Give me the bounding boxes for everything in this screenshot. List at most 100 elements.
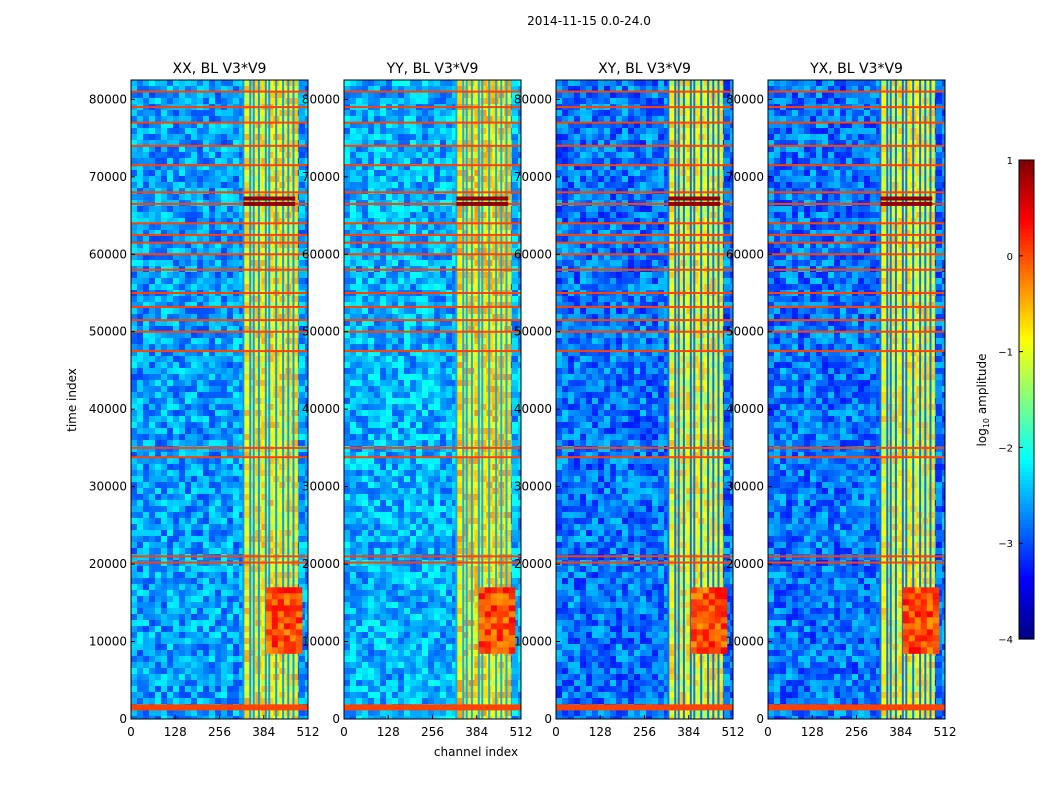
flagged-row-3 — [768, 456, 945, 459]
channel-line-1 — [674, 80, 677, 719]
flagged-row-7 — [131, 319, 308, 322]
channel-line-6 — [700, 80, 703, 719]
channel-line-3 — [257, 80, 260, 719]
panel-0-ytick-label-2: 20000 — [89, 557, 127, 571]
flagged-row-8 — [131, 305, 308, 308]
flagged-row-21 — [768, 90, 945, 93]
flagged-row-12 — [556, 241, 733, 244]
panel-2-ytick-label-8: 80000 — [514, 92, 552, 106]
flagged-row-11 — [556, 253, 733, 256]
flagged-row-2 — [768, 555, 945, 558]
channel-line-4 — [689, 80, 692, 719]
hot-row-0 — [456, 201, 509, 206]
flagged-row-1 — [131, 561, 308, 564]
flagged-row-14 — [344, 222, 521, 225]
panel-0-ytick-label-5: 50000 — [89, 325, 127, 339]
flagged-row-0 — [344, 704, 521, 711]
channel-line-0 — [667, 80, 670, 719]
flagged-row-9 — [344, 292, 521, 294]
panel-1-ytick-label-5: 50000 — [302, 325, 340, 339]
panel-3-ytick-label-2: 20000 — [726, 557, 764, 571]
flagged-row-6 — [131, 330, 308, 333]
panel-1-xtick-label-3: 384 — [465, 725, 488, 739]
flagged-row-9 — [556, 292, 733, 294]
flagged-row-10 — [768, 268, 945, 271]
panel-3-ytick-label-0: 0 — [756, 712, 764, 726]
panel-0-xtick-label-2: 256 — [208, 725, 231, 739]
flagged-row-5 — [131, 350, 308, 353]
channel-line-6 — [275, 80, 278, 719]
channel-line-7 — [495, 80, 498, 719]
panel-1-ytick-label-2: 20000 — [302, 557, 340, 571]
channel-line-4 — [477, 80, 480, 719]
channel-line-3 — [470, 80, 473, 719]
panel-2-ytick-label-6: 60000 — [514, 247, 552, 261]
channel-line-8 — [287, 80, 290, 719]
panel-1-ytick-label-0: 0 — [332, 712, 340, 726]
channel-line-8 — [924, 80, 927, 719]
panel-1-ytick-label-8: 80000 — [302, 92, 340, 106]
flagged-row-0 — [131, 704, 308, 711]
colorbar-tick-label-5: −4 — [998, 635, 1013, 646]
flagged-row-18 — [344, 144, 521, 147]
hot-row-1 — [668, 196, 721, 201]
flagged-row-12 — [344, 241, 521, 244]
hot-row-0 — [880, 201, 933, 206]
flagged-row-18 — [556, 144, 733, 147]
panel-3-xtick-label-2: 256 — [845, 725, 868, 739]
panel-1-xtick-label-0: 0 — [340, 725, 348, 739]
panel-0-ytick-label-6: 60000 — [89, 247, 127, 261]
panel-1-ytick-label-6: 60000 — [302, 247, 340, 261]
flagged-row-15 — [768, 202, 945, 205]
flagged-row-8 — [344, 305, 521, 308]
panel-1-image — [344, 80, 521, 719]
panel-3-xtick-label-4: 512 — [934, 725, 957, 739]
flagged-row-19 — [131, 121, 308, 124]
flagged-row-20 — [556, 106, 733, 109]
colorbar-tick-label-0: 1 — [1007, 156, 1013, 167]
flagged-row-0 — [556, 704, 733, 711]
panel-0-xtick-label-3: 384 — [252, 725, 275, 739]
flagged-row-16 — [344, 191, 521, 194]
panel-3-ytick-label-1: 10000 — [726, 635, 764, 649]
hot-row-0 — [668, 201, 721, 206]
flagged-row-6 — [344, 330, 521, 333]
flagged-row-9 — [768, 292, 945, 294]
panel-3-image — [768, 80, 945, 719]
channel-line-5 — [268, 80, 271, 719]
panel-1: YY, BL V3*V9 0 128 256 384 512 0 10000 20000 3000… — [302, 61, 533, 739]
panel-1-ytick-label-7: 70000 — [302, 170, 340, 184]
panel-0-ytick-label-7: 70000 — [89, 170, 127, 184]
flagged-row-12 — [131, 241, 308, 244]
panels: XX, BL V3*V9 0 128 256 384 512 0 10000 20000 3000… — [89, 61, 957, 739]
panel-0-ytick-label-1: 10000 — [89, 635, 127, 649]
panel-2-xtick-label-2: 256 — [633, 725, 656, 739]
flagged-row-21 — [344, 90, 521, 93]
flagged-row-3 — [131, 456, 308, 459]
flagged-row-13 — [131, 233, 308, 236]
panel-2-ytick-label-7: 70000 — [514, 170, 552, 184]
panel-2-ytick-label-4: 40000 — [514, 402, 552, 416]
flagged-row-2 — [131, 555, 308, 558]
flagged-row-20 — [344, 106, 521, 109]
channel-line-5 — [481, 80, 484, 719]
hot-row-1 — [880, 196, 933, 201]
flagged-row-11 — [768, 253, 945, 256]
flagged-row-5 — [344, 350, 521, 353]
channel-line-2 — [465, 80, 468, 719]
flagged-row-8 — [556, 305, 733, 308]
panel-1-xtick-label-2: 256 — [421, 725, 444, 739]
colorbar-tick-label-4: −3 — [998, 539, 1013, 550]
colorbar-frame — [1018, 159, 1035, 640]
flagged-row-13 — [768, 233, 945, 236]
panel-0-ytick-label-8: 80000 — [89, 92, 127, 106]
flagged-row-11 — [344, 253, 521, 256]
flagged-row-14 — [768, 222, 945, 225]
panel-1-xtick-label-1: 128 — [377, 725, 400, 739]
hot-row-0 — [243, 201, 296, 206]
panel-2-ytick-label-3: 30000 — [514, 480, 552, 494]
channel-line-7 — [282, 80, 285, 719]
flagged-row-2 — [344, 555, 521, 558]
panel-3-ytick-label-5: 50000 — [726, 325, 764, 339]
channel-line-1 — [249, 80, 252, 719]
